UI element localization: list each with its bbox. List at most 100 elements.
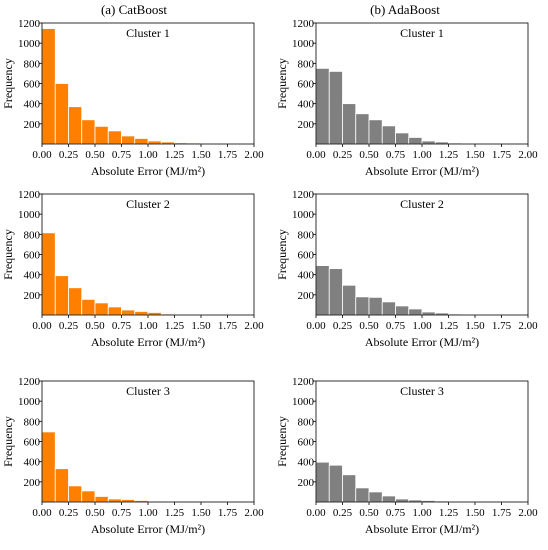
x-tick-label: 1.00 bbox=[138, 507, 158, 519]
histogram-bar bbox=[315, 461, 330, 503]
y-tick-label: 1200 bbox=[292, 376, 315, 388]
histogram-bar bbox=[355, 296, 370, 316]
y-tick-label: 800 bbox=[24, 416, 41, 428]
histogram-bar bbox=[134, 311, 149, 316]
x-tick-label: 1.00 bbox=[412, 149, 432, 161]
histogram-bar bbox=[147, 140, 162, 145]
x-tick-label: 2.00 bbox=[518, 149, 538, 161]
y-tick-label: 600 bbox=[298, 79, 315, 91]
x-tick-label: 0.25 bbox=[333, 320, 353, 332]
x-tick-label: 1.25 bbox=[439, 507, 459, 519]
x-tick-label: 0.25 bbox=[59, 320, 79, 332]
x-tick-label: 0.50 bbox=[85, 149, 105, 161]
y-axis-label: Frequency bbox=[275, 416, 289, 467]
x-tick-label: 1.00 bbox=[412, 320, 432, 332]
y-axis-label: Frequency bbox=[1, 229, 15, 280]
histogram-bar bbox=[421, 140, 436, 145]
x-tick-label: 1.00 bbox=[412, 507, 432, 519]
panel-title: Cluster 3 bbox=[126, 384, 170, 398]
y-tick-label: 200 bbox=[24, 477, 41, 489]
histogram-bar bbox=[54, 275, 69, 316]
panel-title: Cluster 2 bbox=[400, 197, 444, 211]
y-tick-label: 1200 bbox=[18, 376, 41, 388]
y-tick-label: 600 bbox=[24, 437, 41, 449]
x-tick-label: 1.75 bbox=[492, 320, 512, 332]
histogram-bar bbox=[94, 302, 109, 316]
x-tick-label: 0.50 bbox=[359, 507, 379, 519]
y-tick-label: 200 bbox=[24, 119, 41, 131]
x-tick-label: 0.50 bbox=[359, 320, 379, 332]
x-axis-label: Absolute Error (MJ/m²) bbox=[91, 522, 205, 536]
y-tick-label: 1200 bbox=[292, 18, 315, 30]
y-tick-label: 1200 bbox=[18, 189, 41, 201]
x-tick-label: 1.50 bbox=[191, 320, 211, 332]
y-axis-label: Frequency bbox=[1, 416, 15, 467]
x-tick-label: 0.00 bbox=[32, 507, 52, 519]
histogram-bar bbox=[107, 130, 122, 145]
x-tick-label: 1.50 bbox=[465, 507, 485, 519]
histogram-bar bbox=[368, 491, 383, 503]
x-tick-label: 0.00 bbox=[32, 320, 52, 332]
histogram-bar bbox=[41, 232, 56, 316]
y-tick-label: 1200 bbox=[292, 189, 315, 201]
x-tick-label: 0.50 bbox=[85, 320, 105, 332]
x-tick-label: 0.75 bbox=[112, 507, 132, 519]
y-tick-label: 1000 bbox=[18, 396, 41, 408]
y-tick-label: 400 bbox=[24, 270, 41, 282]
histogram-bar bbox=[94, 125, 109, 145]
y-tick-label: 400 bbox=[24, 99, 41, 111]
x-tick-label: 1.25 bbox=[165, 507, 185, 519]
y-tick-label: 800 bbox=[298, 58, 315, 70]
histogram-bar bbox=[328, 268, 343, 316]
x-axis-label: Absolute Error (MJ/m²) bbox=[91, 335, 205, 349]
histogram-panel: 0.00 0.25 0.50 0.75 1.00 1.25 1.50 1.75 2.00 200 4… bbox=[275, 18, 538, 178]
x-tick-label: 1.25 bbox=[165, 320, 185, 332]
x-tick-label: 1.00 bbox=[138, 320, 158, 332]
histogram-panel: 0.00 0.25 0.50 0.75 1.00 1.25 1.50 1.75 2.00 200 4… bbox=[275, 189, 538, 349]
x-tick-label: 1.50 bbox=[191, 507, 211, 519]
x-tick-label: 0.50 bbox=[85, 507, 105, 519]
histogram-panel: 0.00 0.25 0.50 0.75 1.00 1.25 1.50 1.75 2.00 200 4… bbox=[1, 18, 264, 178]
x-tick-label: 1.50 bbox=[191, 149, 211, 161]
histogram-bar bbox=[328, 464, 343, 503]
x-tick-label: 0.00 bbox=[32, 149, 52, 161]
y-axis-label: Frequency bbox=[1, 58, 15, 109]
x-tick-label: 0.75 bbox=[112, 149, 132, 161]
histogram-bar bbox=[395, 132, 410, 145]
y-tick-label: 800 bbox=[298, 416, 315, 428]
histogram-panel: 0.00 0.25 0.50 0.75 1.00 1.25 1.50 1.75 2.00 200 4… bbox=[275, 376, 538, 536]
x-axis-label: Absolute Error (MJ/m²) bbox=[365, 335, 479, 349]
y-tick-label: 200 bbox=[298, 477, 315, 489]
y-tick-label: 400 bbox=[298, 457, 315, 469]
histogram-bar bbox=[121, 309, 136, 316]
y-tick-label: 1000 bbox=[292, 209, 315, 221]
y-tick-label: 200 bbox=[298, 290, 315, 302]
histogram-bar bbox=[121, 135, 136, 145]
x-axis-label: Absolute Error (MJ/m²) bbox=[91, 164, 205, 178]
x-tick-label: 0.75 bbox=[112, 320, 132, 332]
x-tick-label: 2.00 bbox=[518, 507, 538, 519]
histogram-bar bbox=[381, 301, 396, 316]
histogram-bar bbox=[368, 119, 383, 145]
x-tick-label: 1.75 bbox=[218, 507, 238, 519]
x-tick-label: 0.75 bbox=[386, 507, 406, 519]
x-tick-label: 1.25 bbox=[165, 149, 185, 161]
x-tick-label: 0.50 bbox=[359, 149, 379, 161]
x-axis-label: Absolute Error (MJ/m²) bbox=[365, 164, 479, 178]
histogram-bar bbox=[94, 496, 109, 503]
histogram-bar bbox=[408, 137, 423, 145]
histogram-bar bbox=[355, 113, 370, 145]
histogram-bar bbox=[68, 287, 83, 316]
y-tick-label: 200 bbox=[24, 290, 41, 302]
histogram-bar bbox=[68, 485, 83, 503]
x-tick-label: 2.00 bbox=[244, 507, 264, 519]
histogram-bar bbox=[107, 306, 122, 316]
y-tick-label: 1000 bbox=[18, 209, 41, 221]
panel-title: Cluster 2 bbox=[126, 197, 170, 211]
x-tick-label: 1.50 bbox=[465, 149, 485, 161]
histogram-bar bbox=[328, 71, 343, 145]
column-title-catboost: (a) CatBoost bbox=[100, 2, 168, 17]
y-tick-label: 800 bbox=[24, 229, 41, 241]
